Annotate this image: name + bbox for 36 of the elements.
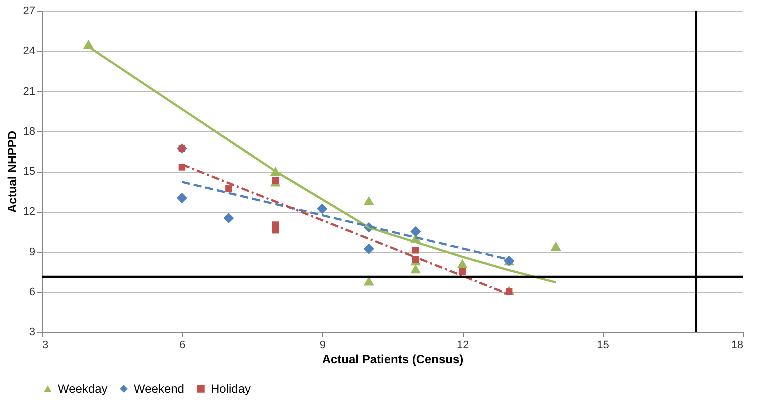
legend-label: Weekday: [58, 382, 108, 396]
y-tick-label: 21: [23, 86, 36, 98]
point: [226, 186, 232, 192]
point: [550, 242, 562, 251]
legend-label: Weekend: [134, 382, 184, 396]
point: [410, 264, 422, 274]
x-tick-label: 6: [180, 340, 186, 352]
x-tick-label: 18: [731, 340, 744, 352]
x-tick-label: 12: [456, 340, 470, 352]
point: [364, 196, 374, 206]
point: [317, 204, 328, 214]
y-tick-label: 12: [23, 206, 36, 218]
point: [459, 268, 466, 276]
y-tick-label: 15: [23, 166, 36, 178]
legend-label: Holiday: [211, 382, 252, 396]
point: [410, 226, 422, 237]
x-axis-title: Actual Patients (Census): [322, 352, 464, 366]
point: [272, 226, 280, 234]
y-axis-title: Actual NHPPD: [5, 130, 20, 214]
y-tick-label: 24: [23, 46, 36, 58]
x-tick-label: 15: [597, 340, 610, 352]
point: [412, 247, 420, 254]
point: [176, 193, 188, 204]
x-tick-label: 3: [42, 340, 49, 352]
point: [364, 244, 374, 254]
point: [457, 259, 468, 268]
y-tick-label: 18: [23, 126, 36, 138]
point: [364, 276, 374, 286]
y-tick-label: 9: [29, 246, 36, 258]
y-tick-label: 6: [29, 286, 36, 298]
point: [224, 213, 234, 224]
x-tick-label: 9: [320, 340, 326, 352]
y-tick-label: 27: [23, 6, 36, 18]
point: [272, 178, 280, 184]
y-tick-label: 3: [29, 326, 36, 338]
point: [506, 288, 513, 296]
